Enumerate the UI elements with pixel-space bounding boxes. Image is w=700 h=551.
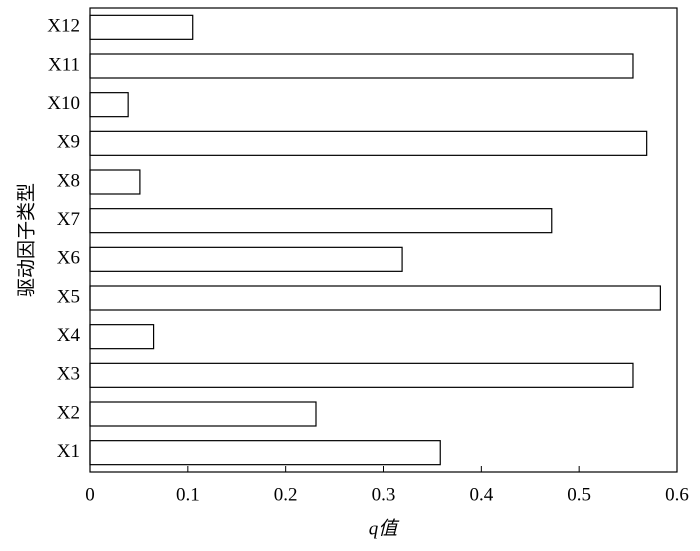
bar [89, 324, 155, 350]
y-tick-label: X11 [48, 54, 80, 75]
y-tick-label: X1 [57, 441, 80, 462]
bar [89, 285, 661, 311]
bar [89, 130, 648, 156]
y-tick-label: X4 [57, 325, 81, 346]
y-tick-label: X10 [47, 93, 80, 114]
x-tick-label: 0 [85, 484, 95, 505]
y-tick-label: X9 [57, 132, 80, 153]
y-tick-label: X3 [57, 364, 80, 385]
bar [89, 401, 317, 427]
x-axis-label: q值 [369, 518, 401, 539]
y-tick-label: X6 [57, 248, 80, 269]
bar [89, 92, 129, 118]
x-tick-label: 0.1 [176, 484, 200, 505]
bar [89, 440, 441, 466]
y-axis-label: 驱动因子类型 [15, 183, 37, 297]
x-tick-label: 0.5 [567, 484, 591, 505]
x-tick-label: 0.3 [372, 484, 396, 505]
y-tick-label: X7 [57, 209, 80, 230]
x-tick-label: 0.4 [469, 484, 493, 505]
x-tick-label: 0.2 [274, 484, 298, 505]
bar [89, 246, 403, 272]
y-tick-label: X12 [47, 16, 80, 37]
bar [89, 53, 634, 79]
x-tick-label: 0.6 [665, 484, 689, 505]
bar [89, 14, 194, 40]
bar [89, 208, 553, 234]
y-tick-label: X2 [57, 402, 80, 423]
bar [89, 362, 634, 388]
bar [89, 169, 141, 195]
y-tick-label: X8 [57, 170, 80, 191]
y-tick-label: X5 [57, 286, 80, 307]
plot-frame [89, 7, 678, 473]
